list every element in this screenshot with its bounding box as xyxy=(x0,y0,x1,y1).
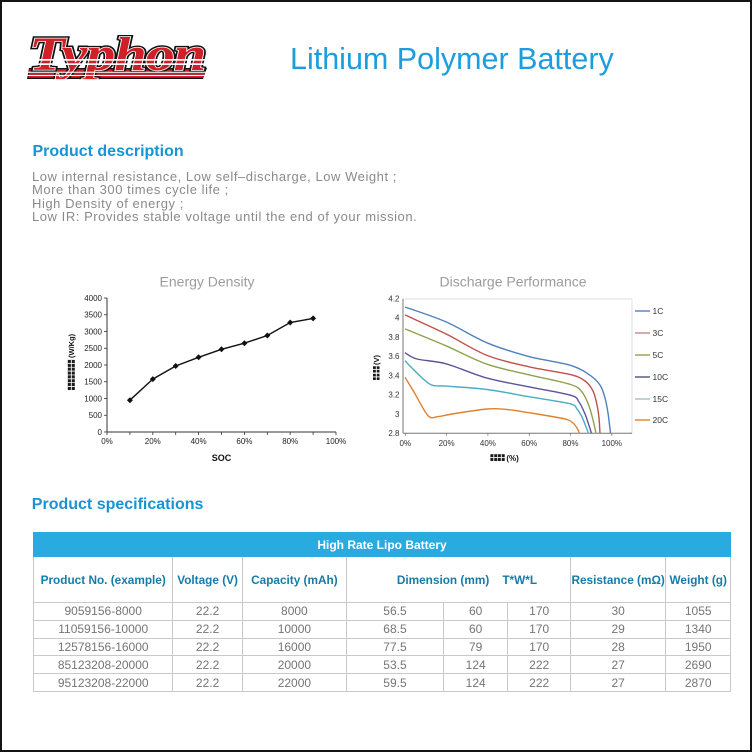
svg-text:1000: 1000 xyxy=(84,394,102,403)
svg-text:(%): (%) xyxy=(506,454,519,463)
svg-text:SOC: SOC xyxy=(212,453,232,463)
svg-text:2500: 2500 xyxy=(84,344,102,353)
svg-text:4.2: 4.2 xyxy=(388,294,400,303)
svg-text:15C: 15C xyxy=(653,394,669,404)
svg-text:4: 4 xyxy=(395,314,400,323)
svg-text:Typhon: Typhon xyxy=(29,35,205,81)
svg-text:40%: 40% xyxy=(480,439,496,448)
svg-text:0%: 0% xyxy=(400,439,412,448)
svg-text:Typhon: Typhon xyxy=(29,35,205,81)
svg-text:80%: 80% xyxy=(562,439,578,448)
svg-text:20C: 20C xyxy=(653,415,669,425)
svg-text:3000: 3000 xyxy=(84,327,102,336)
svg-text:(V): (V) xyxy=(372,355,381,366)
svg-text:3C: 3C xyxy=(653,328,664,338)
svg-text:500: 500 xyxy=(89,411,103,420)
svg-text:4000: 4000 xyxy=(84,294,102,303)
svg-text:0%: 0% xyxy=(101,437,113,446)
svg-text:5C: 5C xyxy=(653,350,664,360)
svg-text:Energy Density: Energy Density xyxy=(160,274,255,290)
svg-text:40%: 40% xyxy=(191,437,207,446)
svg-text:3500: 3500 xyxy=(84,311,102,320)
svg-text:60%: 60% xyxy=(521,439,537,448)
svg-text:1500: 1500 xyxy=(84,378,102,387)
svg-text:10C: 10C xyxy=(653,372,669,382)
svg-text:80%: 80% xyxy=(282,437,298,446)
svg-text:60%: 60% xyxy=(236,437,252,446)
svg-text:(W/Kg): (W/Kg) xyxy=(67,333,76,358)
svg-text:2.8: 2.8 xyxy=(388,429,400,438)
svg-text:3.6: 3.6 xyxy=(388,352,400,361)
svg-text:100%: 100% xyxy=(326,437,346,446)
svg-text:3: 3 xyxy=(395,410,400,419)
svg-text:0: 0 xyxy=(98,428,103,437)
svg-text:3.2: 3.2 xyxy=(388,391,400,400)
svg-text:Discharge Performance: Discharge Performance xyxy=(439,274,586,290)
svg-text:3.4: 3.4 xyxy=(388,371,400,380)
svg-text:20%: 20% xyxy=(145,437,161,446)
svg-text:20%: 20% xyxy=(439,439,455,448)
svg-text:3.8: 3.8 xyxy=(388,333,400,342)
svg-text:1C: 1C xyxy=(653,306,664,316)
svg-text:100%: 100% xyxy=(602,439,622,448)
svg-text:2000: 2000 xyxy=(84,361,102,370)
